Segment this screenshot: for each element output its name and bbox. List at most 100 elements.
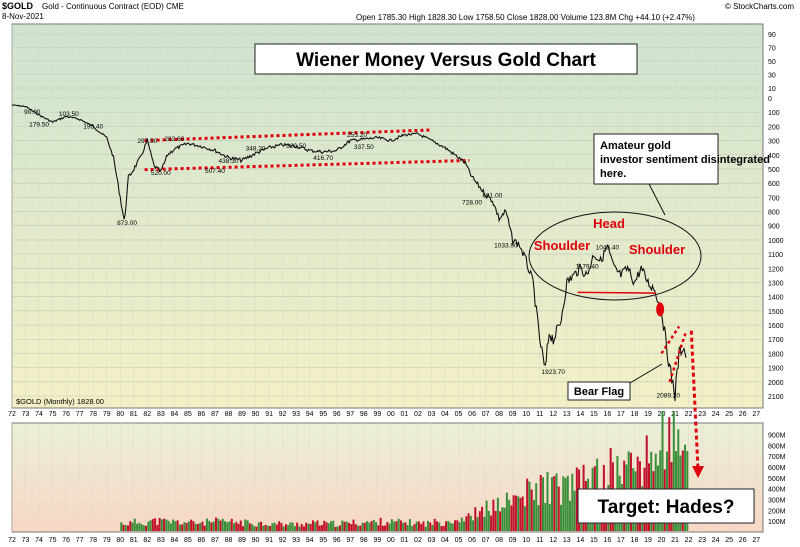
volume-bar [334, 526, 337, 531]
volume-bar [145, 525, 148, 531]
volume-bar [438, 522, 441, 531]
x-tick-label: 26 [739, 411, 747, 418]
volume-bar [208, 520, 211, 531]
volume-bar [566, 475, 569, 531]
volume-bar [154, 518, 157, 531]
volume-bar [255, 526, 258, 531]
volume-bar [503, 507, 506, 531]
volume-bar [242, 526, 245, 531]
x-tick-label: 79 [103, 411, 111, 418]
volume-bar [368, 522, 371, 531]
volume-bar [415, 521, 418, 531]
x-tick-label: 78 [89, 537, 97, 544]
price-point-label: 348.20 [246, 145, 266, 152]
volume-bar [311, 520, 314, 531]
volume-bar [548, 504, 551, 531]
x-tick-label: 87 [211, 411, 219, 418]
x-tick-label: 95 [319, 537, 327, 544]
volume-bar [223, 521, 226, 531]
volume-bar [361, 522, 364, 531]
x-tick-label: 26 [739, 537, 747, 544]
volume-bar [329, 521, 332, 531]
x-tick-label: 94 [306, 411, 314, 418]
volume-bar [300, 523, 303, 531]
volume-bar [192, 521, 195, 531]
callout-text: here. [600, 168, 626, 180]
y-tick-label: 200 [768, 124, 780, 131]
volume-bar [296, 522, 299, 531]
x-tick-label: 11 [536, 537, 543, 544]
volume-bar [133, 518, 136, 531]
x-tick-label: 72 [8, 411, 16, 418]
volume-bar [494, 510, 497, 531]
x-tick-label: 74 [35, 537, 43, 544]
volume-bar [429, 522, 432, 531]
volume-bar [156, 524, 159, 531]
volume-bar [512, 495, 515, 531]
volume-bar [318, 525, 321, 531]
x-tick-label: 92 [279, 411, 287, 418]
x-tick-label: 98 [360, 537, 368, 544]
y-tick-label: 1700 [768, 337, 784, 344]
y-tick-label: 1000 [768, 238, 784, 245]
volume-bar [237, 523, 240, 531]
y-tick-label: 1500 [768, 309, 784, 316]
x-tick-label: 76 [62, 411, 70, 418]
volume-bar [185, 522, 188, 531]
volume-bar [537, 505, 540, 531]
volume-bar [246, 520, 249, 531]
x-tick-label: 27 [752, 537, 760, 544]
volume-bar [163, 518, 166, 531]
x-tick-label: 23 [698, 411, 706, 418]
brand-watermark: © StockCharts.com [724, 2, 794, 11]
x-tick-label: 77 [76, 537, 84, 544]
x-tick-label: 86 [198, 411, 206, 418]
price-point-label: 681.00 [482, 193, 502, 200]
volume-bar [449, 522, 452, 531]
price-legend: $GOLD (Monthly) 1828.00 [16, 397, 104, 406]
volume-tick-label: 700M [768, 454, 786, 461]
x-tick-label: 80 [116, 411, 124, 418]
volume-bar [275, 524, 278, 531]
volume-bar [535, 483, 538, 531]
volume-bar [149, 520, 152, 531]
volume-bar [526, 478, 529, 531]
bear-flag-line [660, 325, 681, 355]
volume-tick-label: 100M [768, 519, 786, 526]
price-point-label: 329.50 [286, 143, 306, 150]
x-tick-label: 04 [441, 411, 449, 418]
x-tick-label: 06 [468, 537, 476, 544]
volume-bar [357, 525, 360, 531]
volume-bar [372, 519, 375, 531]
x-tick-label: 12 [549, 537, 557, 544]
volume-bar [341, 520, 344, 531]
volume-bar [408, 519, 411, 531]
volume-bar [167, 520, 170, 531]
x-tick-label: 98 [360, 411, 368, 418]
y-tick-label: 1800 [768, 351, 784, 358]
x-tick-label: 15 [590, 537, 598, 544]
head-label: Head [593, 216, 625, 231]
volume-bar [465, 516, 468, 531]
x-tick-label: 97 [346, 537, 354, 544]
volume-bar [668, 417, 671, 531]
x-tick-label: 93 [292, 537, 300, 544]
volume-bar [323, 520, 326, 531]
y-tick-label: 90 [768, 32, 776, 39]
x-tick-label: 13 [563, 411, 571, 418]
bear-flag-pointer [629, 363, 663, 384]
stat-chg: Chg +44.10 (+2.47%) [618, 13, 695, 22]
volume-bar [377, 525, 380, 531]
volume-bar [492, 499, 495, 531]
volume-bar [532, 499, 535, 531]
x-tick-label: 09 [509, 411, 517, 418]
volume-bar [214, 517, 217, 531]
volume-bar [124, 525, 127, 531]
volume-bar [413, 524, 416, 531]
x-tick-label: 94 [306, 537, 314, 544]
volume-bar [260, 521, 263, 531]
volume-bar [417, 521, 420, 531]
x-tick-label: 08 [495, 411, 503, 418]
volume-tick-label: 600M [768, 465, 786, 472]
stat-volume: Volume 123.8M [560, 13, 619, 22]
